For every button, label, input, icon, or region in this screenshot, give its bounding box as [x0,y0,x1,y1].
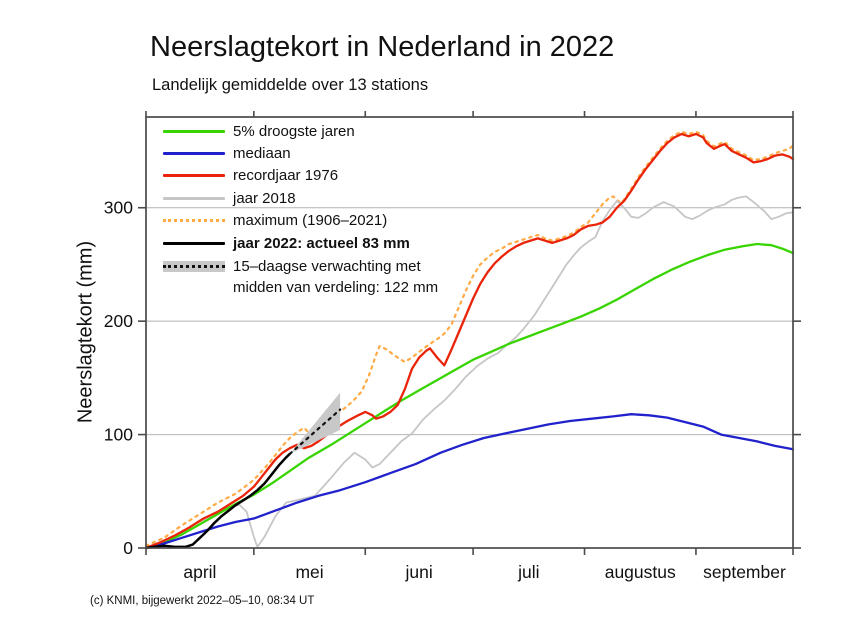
legend-label: jaar 2022: actueel 83 mm [233,234,410,252]
legend-swatch-recordjaar-1976 [163,174,225,178]
x-tick-label-juni: juni [405,562,433,582]
series-jaar-2018 [145,195,794,549]
legend-item-mediaan: mediaan [163,142,438,164]
forecast-wedge [289,392,341,454]
y-tick-label-300: 300 [104,198,133,218]
legend-item-jaar-2022-actueel-83-mm: jaar 2022: actueel 83 mm [163,232,438,254]
legend-swatch-5-droogste-jaren [163,129,225,133]
chart-subtitle: Landelijk gemiddelde over 13 stations [152,76,429,94]
x-tick-label-september: september [703,562,786,582]
legend-swatch-maximum-1906-2021 [163,219,225,223]
x-tick-label-juli: juli [517,562,539,582]
x-tick-label-mei: mei [295,562,323,582]
legend-label: 15–daagse verwachting met midden van verd… [233,258,439,297]
legend-item-5-droogste-jaren: 5% droogste jaren [163,120,438,142]
legend-label: jaar 2018 [233,189,296,207]
y-tick-label-200: 200 [104,311,133,331]
y-tick-label-100: 100 [104,425,133,445]
series-recordjaar-1976 [144,132,795,550]
legend-label-line2: midden van verdeling: 122 mm [233,279,439,297]
legend-swatch-jaar-2018 [163,196,225,200]
source-credit: (c) KNMI, bijgewerkt 2022–05–10, 08:34 U… [90,595,315,607]
series-5-droogste-jaren [144,242,795,550]
legend-label: mediaan [233,145,291,163]
forecast-median-swatch-line [163,265,225,269]
legend-item-15-daagse-verwachting-met: 15–daagse verwachting met midden van verd… [163,254,438,302]
x-tick-label-augustus: augustus [605,562,676,582]
axis-frame [145,116,794,549]
y-tick-label-0: 0 [123,538,133,558]
legend-swatch-jaar-2022-actueel-83-mm [163,241,225,245]
legend-label: 5% droogste jaren [233,122,355,140]
series-jaar-2022-actueel-83-mm [144,452,292,550]
legend: 5% droogste jaren mediaan recordjaar 1976 j… [163,120,438,302]
chart-title: Neerslagtekort in Nederland in 2022 [150,31,615,63]
series-mediaan [144,413,795,550]
legend-swatch-mediaan [163,152,225,156]
legend-item-jaar-2018: jaar 2018 [163,187,438,209]
x-tick-label-april: april [183,562,216,582]
legend-item-maximum-1906-2021: maximum (1906–2021) [163,210,438,232]
legend-label: maximum (1906–2021) [233,212,388,230]
legend-swatch-15-daagse-verwachting-met [163,261,225,273]
legend-label: recordjaar 1976 [233,167,339,185]
legend-item-recordjaar-1976: recordjaar 1976 [163,165,438,187]
